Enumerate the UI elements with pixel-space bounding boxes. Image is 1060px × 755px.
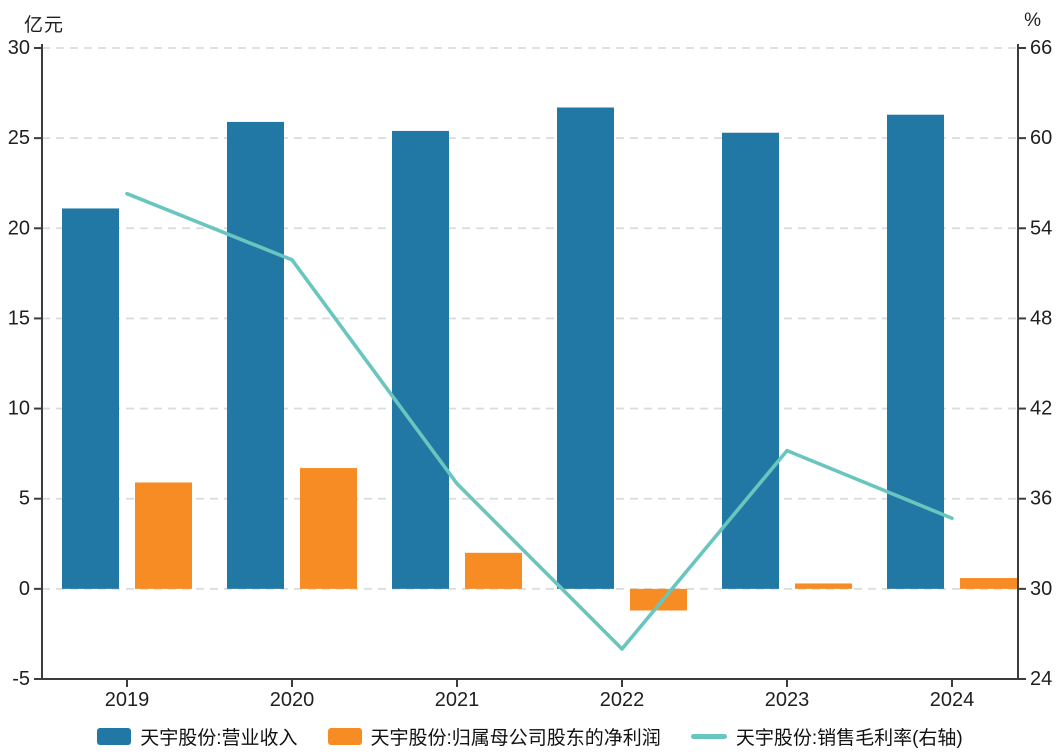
x-tick-label-2022: 2022 bbox=[600, 689, 645, 711]
left-axis-title: 亿元 bbox=[24, 15, 65, 36]
right-tick-label-66: 66 bbox=[1030, 37, 1052, 59]
bar-series1-2023 bbox=[722, 132, 779, 589]
bar-series1-2019 bbox=[62, 208, 119, 589]
right-tick-label-30: 30 bbox=[1030, 578, 1052, 600]
x-tick-label-2019: 2019 bbox=[105, 689, 150, 711]
bar-series2-2019 bbox=[135, 482, 192, 589]
left-tick-label-25: 25 bbox=[8, 127, 30, 149]
bar-series1-2022 bbox=[557, 107, 614, 589]
left-tick-label-5: 5 bbox=[19, 488, 30, 510]
right-tick-label-54: 54 bbox=[1030, 217, 1052, 239]
left-tick-label-10: 10 bbox=[8, 398, 30, 420]
bar-series2-2021 bbox=[465, 552, 522, 589]
left-tick-label--5: -5 bbox=[12, 668, 30, 690]
legend-item-2: 天宇股份:归属母公司股东的净利润 bbox=[327, 723, 661, 750]
left-tick-label-0: 0 bbox=[19, 578, 30, 600]
legend-bar-swatch bbox=[97, 727, 132, 745]
left-tick-label-20: 20 bbox=[8, 217, 30, 239]
bar-series1-2021 bbox=[392, 130, 449, 589]
bar-series2-2020 bbox=[300, 468, 357, 589]
bar-series2-2023 bbox=[795, 583, 852, 589]
right-tick-label-24: 24 bbox=[1030, 668, 1052, 690]
bar-series1-2024 bbox=[887, 114, 944, 589]
right-tick-label-60: 60 bbox=[1030, 127, 1052, 149]
legend-label: 天宇股份:销售毛利率(右轴) bbox=[735, 727, 963, 749]
x-tick-label-2024: 2024 bbox=[930, 689, 975, 711]
right-tick-label-36: 36 bbox=[1030, 488, 1052, 510]
legend-label: 天宇股份:归属母公司股东的净利润 bbox=[370, 727, 661, 749]
bar-series2-2024 bbox=[960, 578, 1017, 589]
legend-item-3: 天宇股份:销售毛利率(右轴) bbox=[690, 723, 963, 750]
legend-label: 天宇股份:营业收入 bbox=[140, 727, 298, 749]
legend-line-swatch bbox=[690, 733, 727, 739]
right-axis-title: % bbox=[1024, 10, 1042, 31]
gross-margin-line bbox=[125, 191, 954, 651]
bar-series2-2022 bbox=[630, 588, 687, 611]
right-tick-label-48: 48 bbox=[1030, 307, 1052, 329]
left-tick-label-30: 30 bbox=[8, 37, 30, 59]
bar-series1-2020 bbox=[227, 121, 284, 589]
chart-legend: 天宇股份:营业收入 天宇股份:归属母公司股东的净利润 天宇股份:销售毛利率(右轴) bbox=[0, 722, 1060, 750]
right-tick-label-42: 42 bbox=[1030, 398, 1052, 420]
x-tick-label-2020: 2020 bbox=[270, 689, 315, 711]
x-tick-label-2021: 2021 bbox=[435, 689, 480, 711]
x-tick-label-2023: 2023 bbox=[765, 689, 810, 711]
left-tick-label-15: 15 bbox=[8, 307, 30, 329]
legend-item-1: 天宇股份:营业收入 bbox=[97, 723, 298, 750]
legend-bar-swatch bbox=[327, 727, 362, 745]
